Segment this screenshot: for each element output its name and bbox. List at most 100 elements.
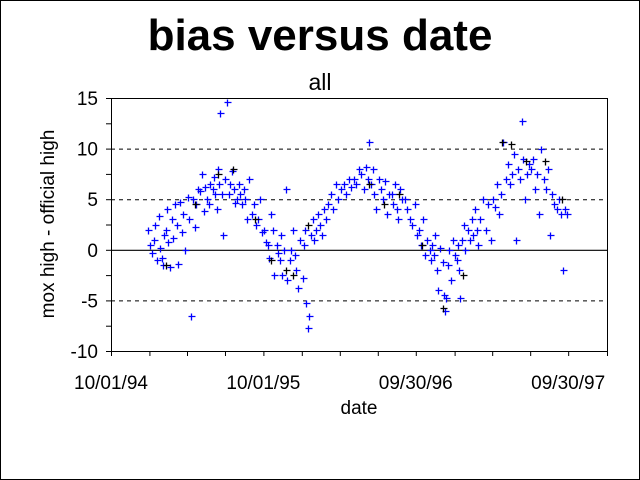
data-point-blue	[554, 206, 562, 214]
data-point-blue	[450, 237, 458, 245]
data-point-blue	[522, 196, 530, 204]
data-point-blue	[365, 176, 373, 184]
data-point-blue	[366, 139, 374, 147]
data-point-blue	[505, 161, 513, 169]
data-point-blue	[323, 216, 331, 224]
data-point-blue	[253, 222, 261, 230]
data-point-blue	[465, 227, 473, 235]
data-point-blue	[390, 201, 398, 209]
data-point-blue	[303, 300, 311, 308]
data-point-blue	[560, 267, 568, 275]
data-point-blue	[373, 206, 381, 214]
data-point-blue	[321, 206, 329, 214]
data-point-blue	[279, 272, 287, 280]
data-point-blue	[392, 181, 400, 189]
data-point-blue	[474, 227, 482, 235]
data-point-blue	[277, 257, 285, 265]
y-tick-label: 0	[87, 241, 98, 262]
data-point-blue	[281, 247, 289, 255]
data-point-blue	[488, 237, 496, 245]
data-point-blue	[197, 188, 205, 196]
data-point-blue	[434, 267, 442, 275]
data-point-blue	[220, 232, 228, 240]
data-point-blue	[564, 211, 572, 219]
chart-title: bias versus date	[147, 11, 493, 60]
data-point-blue	[151, 237, 159, 245]
data-point-blue	[397, 186, 405, 194]
x-tick-label: 09/30/97	[531, 373, 605, 394]
data-point-blue	[222, 176, 230, 184]
data-point-blue	[469, 216, 477, 224]
data-point-blue	[361, 186, 369, 194]
data-point-blue	[416, 227, 424, 235]
data-point-blue	[432, 232, 440, 240]
data-point-blue	[549, 191, 557, 199]
data-point-blue	[382, 178, 390, 186]
data-point-blue	[315, 211, 323, 219]
data-point-blue	[226, 191, 234, 199]
data-point-blue	[440, 259, 448, 267]
data-point-blue	[179, 229, 187, 237]
data-point-blue	[328, 191, 336, 199]
data-point-blue	[195, 186, 203, 194]
data-point-blue	[265, 242, 273, 250]
data-point-blue	[170, 235, 178, 243]
data-point-blue	[214, 206, 222, 214]
data-point-blue	[163, 227, 171, 235]
data-point-blue	[404, 206, 412, 214]
data-point-black	[268, 257, 276, 265]
data-point-blue	[477, 216, 485, 224]
data-point-black	[460, 272, 468, 280]
data-point-blue	[437, 245, 445, 253]
data-point-blue	[511, 151, 519, 159]
y-tick-label: 5	[87, 190, 98, 211]
data-point-blue	[211, 174, 219, 182]
data-point-blue	[480, 196, 488, 204]
data-point-blue	[224, 99, 232, 107]
data-point-blue	[485, 201, 493, 209]
data-point-black	[499, 139, 507, 147]
data-point-blue	[251, 201, 259, 209]
plot-area-border	[111, 98, 608, 352]
y-tick-label: 10	[77, 140, 98, 161]
data-point-blue	[534, 171, 542, 179]
data-point-blue	[507, 181, 515, 189]
chart-subtitle: all	[308, 69, 332, 95]
data-point-blue	[402, 196, 410, 204]
data-point-blue	[227, 181, 235, 189]
data-point-blue	[454, 257, 462, 265]
data-point-blue	[461, 222, 469, 230]
data-point-blue	[287, 257, 295, 265]
data-point-blue	[308, 232, 316, 240]
data-point-blue	[164, 206, 172, 214]
data-point-blue	[380, 196, 388, 204]
data-point-blue	[395, 216, 403, 224]
data-point-black	[559, 196, 567, 204]
data-point-blue	[448, 277, 456, 285]
data-point-blue	[177, 199, 185, 207]
data-point-blue	[431, 252, 439, 260]
data-point-blue	[343, 191, 351, 199]
data-point-blue	[172, 201, 180, 209]
data-point-blue	[175, 261, 183, 269]
data-point-blue	[462, 247, 470, 255]
data-point-blue	[311, 237, 319, 245]
data-point-blue	[206, 201, 214, 209]
data-point-blue	[470, 232, 478, 240]
data-point-blue	[241, 186, 249, 194]
data-point-blue	[496, 211, 504, 219]
data-point-blue	[536, 211, 544, 219]
x-axis-label: date	[340, 398, 378, 419]
data-point-blue	[376, 176, 384, 184]
data-point-black	[252, 216, 260, 224]
data-point-black	[508, 141, 516, 149]
data-point-blue	[244, 216, 252, 224]
data-point-blue	[513, 237, 521, 245]
data-point-blue	[317, 222, 325, 230]
data-point-blue	[351, 176, 359, 184]
data-point-blue	[242, 196, 250, 204]
data-point-blue	[295, 285, 303, 293]
data-point-blue	[306, 313, 314, 321]
data-point-blue	[420, 216, 428, 224]
data-point-blue	[428, 257, 436, 265]
